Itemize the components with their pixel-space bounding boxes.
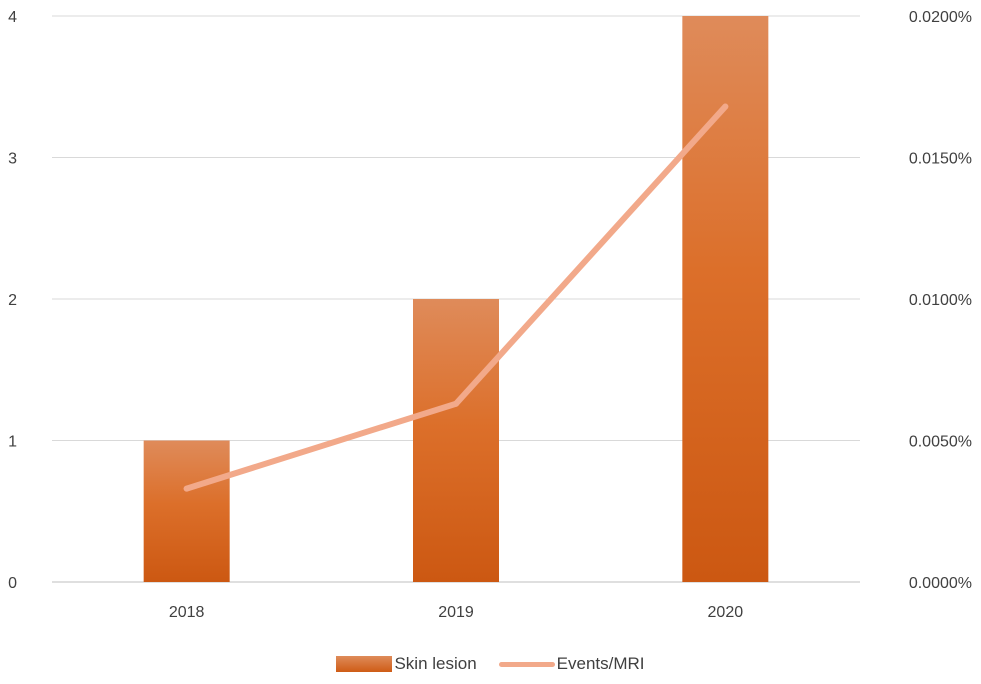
- legend-swatch-line: [498, 661, 555, 667]
- right-axis-ticks: 0.0000% 0.0050% 0.0100% 0.0150% 0.0200%: [909, 9, 972, 592]
- left-tick-label: 4: [8, 9, 17, 26]
- left-tick-label: 1: [8, 434, 17, 451]
- bar-skin-lesion: [413, 299, 499, 582]
- legend-label-events-mri: Events/MRI: [556, 654, 645, 673]
- right-tick-label: 0.0200%: [909, 9, 972, 26]
- left-tick-label: 0: [8, 575, 17, 592]
- legend-label-skin-lesion: Skin lesion: [394, 654, 477, 673]
- x-tick-label: 2018: [169, 604, 205, 621]
- bar-skin-lesion: [682, 16, 769, 582]
- point-events-mri: [453, 400, 459, 407]
- legend-item-skin-lesion: Skin lesion: [336, 654, 477, 674]
- left-tick-label: 3: [8, 151, 17, 168]
- point-events-mri: [183, 485, 190, 492]
- right-tick-label: 0.0050%: [909, 434, 972, 451]
- legend-item-events-mri: Events/MRI: [498, 654, 645, 674]
- point-events-mri: [722, 103, 729, 110]
- line-series: [183, 103, 729, 492]
- left-axis-ticks: 0 1 2 3 4: [8, 9, 17, 592]
- legend: Skin lesion Events/MRI: [0, 652, 981, 676]
- bar-series: [143, 16, 769, 582]
- right-tick-label: 0.0000%: [909, 575, 972, 592]
- right-tick-label: 0.0100%: [909, 292, 972, 309]
- x-tick-label: 2019: [438, 604, 474, 621]
- legend-swatch-bar: [336, 656, 393, 672]
- x-axis-ticks: 2018 2019 2020: [169, 604, 743, 621]
- left-tick-label: 2: [8, 292, 17, 309]
- x-tick-label: 2020: [708, 604, 744, 621]
- bar-skin-lesion: [143, 440, 230, 582]
- right-tick-label: 0.0150%: [909, 151, 972, 168]
